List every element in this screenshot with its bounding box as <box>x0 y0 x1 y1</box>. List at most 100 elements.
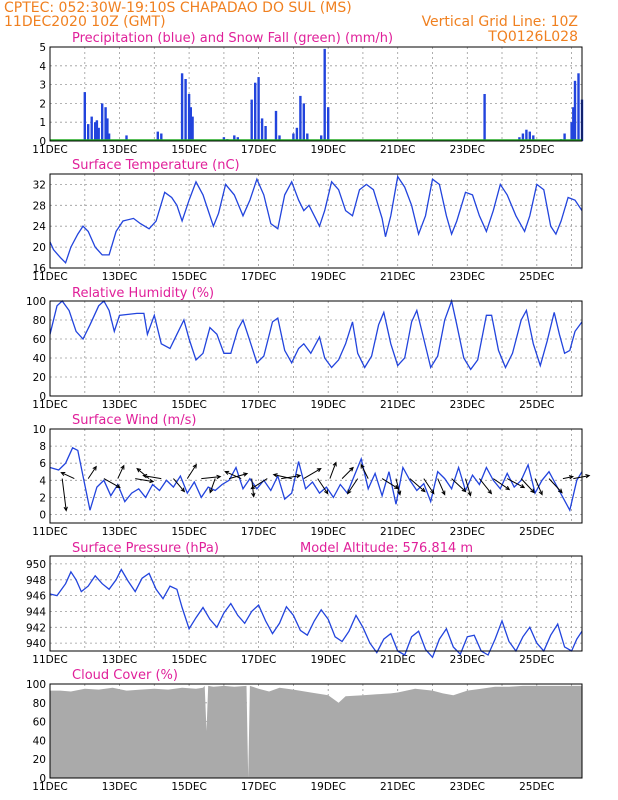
wind-arrow <box>479 478 493 495</box>
wind-arrow <box>209 478 216 494</box>
precip-bar <box>295 127 299 141</box>
precip-bar <box>302 103 305 141</box>
wind-arrows <box>60 461 591 512</box>
pressure-panel: 940 942 944 946 948 950 11DEC 13DEC 15DEC 17DEC 19… <box>26 555 583 666</box>
pressure-x-tick-label: 11DEC <box>32 654 67 666</box>
pressure-panel-title: Surface Pressure (hPa) <box>72 541 219 556</box>
temperature-y-tick-label: 32 <box>33 179 46 191</box>
cloud-panel-title: Cloud Cover (%) <box>72 668 178 683</box>
wind-arrow <box>409 478 426 493</box>
precip-bar <box>90 116 93 141</box>
header-station-line: CPTEC: 052:30W-19:10S CHAPADAO DO SUL (M… <box>4 0 352 16</box>
temperature-y-tick-label: 20 <box>33 242 46 254</box>
temperature-x-tick-label: 13DEC <box>102 271 137 283</box>
pressure-grid <box>50 556 582 651</box>
wind-arrow <box>142 473 162 480</box>
precip-panel-title: Precipitation (blue) and Snow Fall (gree… <box>72 31 393 46</box>
precip-bars <box>83 48 584 141</box>
precip-x-tick-label: 23DEC <box>450 144 485 156</box>
precip-bar <box>222 137 226 141</box>
temperature-x-tick-label: 15DEC <box>171 271 206 283</box>
precip-bar <box>570 122 573 141</box>
precip-x-tick-label: 19DEC <box>310 144 345 156</box>
precip-bar <box>299 95 302 141</box>
cloud-x-tick-label: 15DEC <box>171 781 206 793</box>
pressure-x-tick-label: 13DEC <box>102 654 137 666</box>
wind-x-tick-label: 23DEC <box>450 526 485 538</box>
precip-bar <box>292 133 295 141</box>
wind-arrow <box>506 478 526 489</box>
pressure-y-tick-label: 940 <box>26 638 46 650</box>
precip-x-tick-label: 11DEC <box>32 144 67 156</box>
precip-bar <box>184 79 187 141</box>
humidity-x-tick-label: 19DEC <box>310 399 345 411</box>
precip-x-tick-label: 17DEC <box>241 144 276 156</box>
temperature-y-tick-label: 24 <box>33 221 47 233</box>
precip-x-tick-label: 15DEC <box>171 144 206 156</box>
humidity-x-tick-label: 21DEC <box>380 399 415 411</box>
cloud-x-tick-label: 11DEC <box>32 781 67 793</box>
wind-arrow <box>103 478 121 489</box>
wind-arrow <box>423 478 435 495</box>
temperature-x-tick-label: 19DEC <box>310 271 345 283</box>
precip-bar <box>528 131 531 141</box>
precip-bar <box>563 133 566 141</box>
precip-bar <box>320 135 323 141</box>
pressure-x-tick-label: 21DEC <box>380 654 415 666</box>
cloud-x-tick-label: 13DEC <box>102 781 137 793</box>
wind-arrow <box>61 478 68 512</box>
humidity-y-tick-label: 60 <box>33 334 46 346</box>
cloud-y-tick-label: 60 <box>33 717 46 729</box>
wind-arrow <box>329 461 337 479</box>
cloud-x-tick-label: 23DEC <box>450 781 485 793</box>
precip-bar <box>95 120 99 141</box>
wind-arrow <box>224 470 242 480</box>
wind-x-tick-label: 21DEC <box>380 526 415 538</box>
precip-bar <box>87 124 90 141</box>
wind-arrow <box>186 463 197 479</box>
wind-arrow <box>520 478 535 494</box>
precip-bar <box>107 133 111 141</box>
wind-arrow <box>534 478 543 496</box>
wind-x-tick-label: 11DEC <box>32 526 67 538</box>
humidity-panel-title: Relative Humidity (%) <box>72 286 214 301</box>
cloud-y-tick-label: 100 <box>26 679 46 691</box>
precip-bar <box>521 133 525 141</box>
wind-panel: 0 2 4 6 8 10 11DEC 13DEC 15DEC 17DEC 19DEC 21DEC 23D… <box>32 424 591 538</box>
precip-y-tick-label: 4 <box>39 61 46 73</box>
precip-grid <box>50 46 582 142</box>
temperature-y-tick-label: 16 <box>33 263 47 275</box>
precip-bar <box>156 131 159 141</box>
wind-arrow <box>136 467 150 479</box>
precip-bar <box>278 135 281 141</box>
wind-x-tick-label: 13DEC <box>102 526 137 538</box>
pressure-x-tick-label: 19DEC <box>310 654 345 666</box>
temperature-x-tick-label: 25DEC <box>519 271 554 283</box>
wind-arrow <box>341 466 354 479</box>
cloud-cover-area <box>50 685 582 778</box>
precip-y-tick-label: 2 <box>39 98 46 110</box>
precip-bar <box>260 118 264 141</box>
wind-arrow <box>347 478 359 495</box>
pressure-y-tick-label: 944 <box>26 606 46 618</box>
wind-arrow <box>281 473 302 480</box>
wind-arrow <box>451 478 467 493</box>
precip-bar <box>236 137 239 141</box>
precip-bar <box>525 129 528 141</box>
humidity-y-tick-label: 80 <box>33 315 46 327</box>
wind-arrow <box>228 472 249 480</box>
precip-y-tick-label: 1 <box>39 117 46 129</box>
precip-bar <box>97 127 100 141</box>
precip-bar <box>306 133 309 141</box>
precip-bar <box>94 122 97 141</box>
precip-x-tick-label: 21DEC <box>380 144 415 156</box>
pressure-altitude-annotation: Model Altitude: 576.814 m <box>300 541 473 556</box>
precip-bar <box>250 99 253 141</box>
precip-bar <box>83 92 86 141</box>
cloud-panel: 0 20 40 60 80 100 11DEC 13DEC 15DEC 17DEC 19DEC 21D… <box>26 679 583 793</box>
temperature-x-tick-label: 23DEC <box>450 271 485 283</box>
precip-bar <box>573 80 577 141</box>
precip-bar <box>160 133 163 141</box>
pressure-x-tick-label: 23DEC <box>450 654 485 666</box>
